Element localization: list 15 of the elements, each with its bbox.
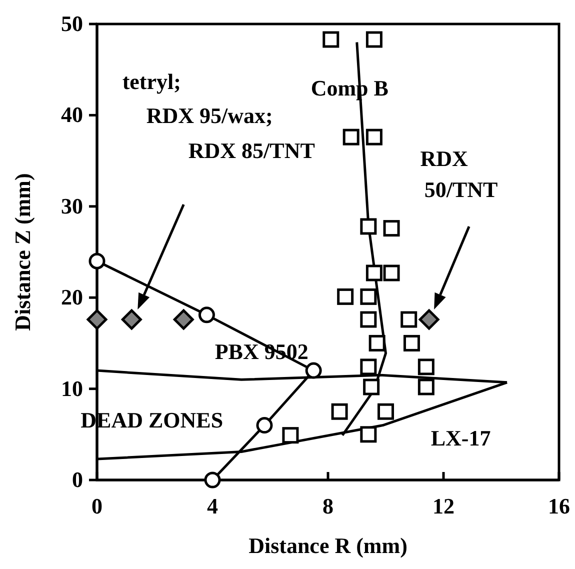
y-axis-title: Distance Z (mm): [10, 173, 35, 331]
annotation: RDX 50/TNT: [420, 146, 498, 202]
x-axis-title: Distance R (mm): [248, 533, 408, 558]
y-tick-label: 20: [61, 284, 83, 310]
x-tick-label: 0: [92, 494, 102, 519]
annotation: LX-17: [430, 426, 491, 451]
y-tick-label: 40: [61, 102, 83, 128]
x-tick-label: 16: [548, 494, 570, 519]
y-tick-label: 30: [61, 193, 83, 218]
y-tick-label: 10: [61, 376, 83, 401]
y-tick-label: 50: [61, 11, 83, 36]
x-tick-label: 4: [207, 494, 218, 519]
y-tick-label: 0: [72, 467, 83, 492]
x-tick-label: 12: [432, 494, 454, 519]
x-tick-label: 8: [322, 494, 334, 519]
